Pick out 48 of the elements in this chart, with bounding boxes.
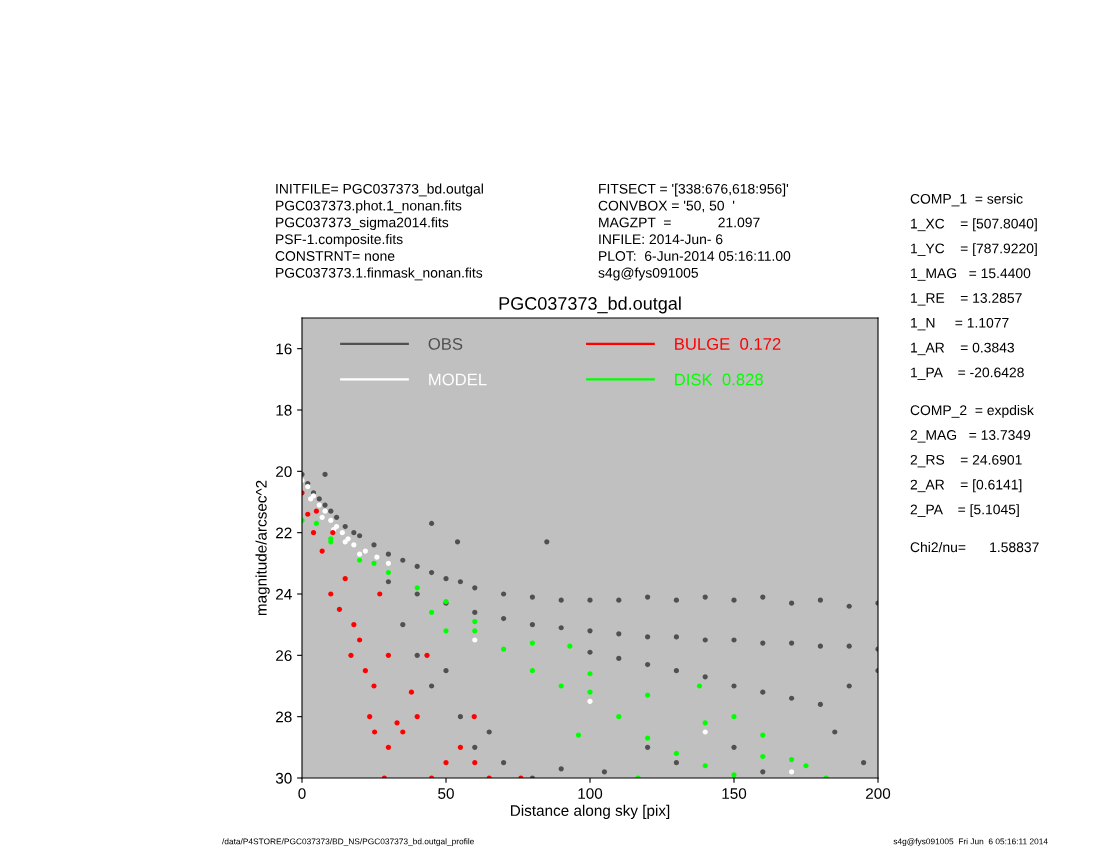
x-tick-label: 100 xyxy=(578,788,603,799)
text: 2_PA = [5.1045] xyxy=(910,504,1019,518)
y-tick-label: 30 xyxy=(275,772,292,784)
text: PGC037373.phot.1_nonan.fits xyxy=(276,200,462,214)
text: s4g@fys091005 xyxy=(598,267,698,281)
y-tick-label: 20 xyxy=(276,466,292,478)
text: COMP_2 = expdisk xyxy=(910,404,1034,418)
text: 1_XC = [507.8040] xyxy=(911,218,1037,232)
y-tick-label: 24 xyxy=(276,588,292,600)
legend-label: DISK 0.828 xyxy=(675,373,763,386)
y-tick-label: 22 xyxy=(276,527,292,539)
text: PSF-1.composite.fits xyxy=(276,233,403,247)
x-tick-label: 150 xyxy=(722,788,747,799)
text: 1_RE = 13.2857 xyxy=(911,293,1022,306)
x-axis-title: Distance along sky [pix] xyxy=(511,804,670,819)
text: PGC037373_sigma2014.fits xyxy=(276,217,449,231)
text: PGC037373.1.finmask_nonan.fits xyxy=(276,267,483,281)
text: 2_RS = 24.6901 xyxy=(910,454,1022,468)
text: Chi2/nu= 1.58837 xyxy=(910,541,1039,553)
y-axis-title: magnitude/arcsec^2 xyxy=(255,480,270,616)
text: CONVBOX = '50, 50 ' xyxy=(598,200,735,213)
text: 2_MAG = 13.7349 xyxy=(910,430,1031,443)
text: 1_YC = [787.9220] xyxy=(911,243,1037,257)
text: CONSTRNT= none xyxy=(275,251,395,261)
x-tick-label: 200 xyxy=(866,788,891,799)
chart-title: PGC037373_bd.outgal xyxy=(499,296,681,314)
text: 1_MAG = 15.4400 xyxy=(911,268,1031,281)
text: COMP_1 = sersic xyxy=(910,193,1023,207)
legend-label: OBS xyxy=(428,338,463,350)
text: 1_AR = 0.3843 xyxy=(911,342,1015,356)
x-tick-label: 0 xyxy=(298,788,306,799)
text: INITFILE= PGC037373_bd.outgal xyxy=(276,183,483,197)
text: 1_N = 1.1077 xyxy=(911,317,1009,331)
text: MAGZPT = 21.097 xyxy=(599,217,760,228)
y-tick-label: 28 xyxy=(276,711,292,723)
legend-label: BULGE 0.172 xyxy=(675,338,781,350)
text: /data/P4STORE/PGC037373/BD_NS/PGC037373_bd.outgal_profile xyxy=(222,838,474,846)
text: PLOT: 6-Jun-2014 05:16:11.00 xyxy=(599,251,791,261)
text: s4g@fys091005 Fri Jun 6 05:16:11 2014 xyxy=(893,838,1048,846)
text: FITSECT = '[338:676,618:956]' xyxy=(599,183,789,197)
y-tick-label: 18 xyxy=(276,404,292,416)
x-tick-label: 50 xyxy=(438,788,454,799)
text: 1_PA = -20.6428 xyxy=(911,367,1024,380)
y-tick-label: 26 xyxy=(276,650,292,662)
text: 2_AR = [0.6141] xyxy=(910,479,1022,493)
legend-label: MODEL xyxy=(429,373,487,386)
y-tick-label: 16 xyxy=(276,343,292,355)
text: INFILE: 2014-Jun- 6 xyxy=(599,234,723,245)
